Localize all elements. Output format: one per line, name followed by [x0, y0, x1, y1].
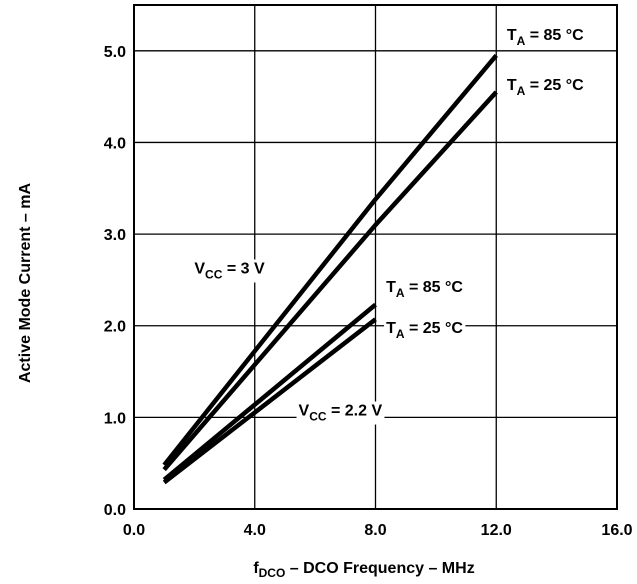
annotation-main: T	[386, 279, 396, 296]
x-tick-label: 4.0	[244, 522, 266, 539]
series-line-4	[162, 317, 377, 485]
annotation-main: T	[507, 27, 517, 44]
annotation-main: T	[386, 320, 396, 337]
y-tick-label: 0.0	[104, 502, 126, 519]
x-tick-label: 16.0	[601, 522, 632, 539]
annotation-label-6: VCC = 2.2 V	[299, 403, 383, 424]
annotation-sub: A	[396, 327, 405, 341]
annotation-rest: = 85 °C	[405, 279, 464, 296]
annotation-sub: A	[517, 34, 526, 48]
plot-frame	[133, 4, 618, 510]
annotation-background	[504, 25, 587, 49]
x-tick-labels: 0.0 4.0 8.0 12.0 16.0	[123, 522, 633, 539]
annotation-main: T	[507, 77, 517, 94]
annotation-main: V	[299, 403, 310, 420]
y-tick-label: 3.0	[104, 227, 126, 244]
x-axis-title-rest: – DCO Frequency – MHz	[285, 560, 474, 577]
annotation-background	[504, 76, 587, 100]
x-tick-label: 12.0	[481, 522, 512, 539]
annotation-label-4: TA = 85 °C	[386, 279, 463, 300]
x-axis-title-main: f	[253, 560, 259, 577]
series-line-2	[162, 90, 498, 472]
annotation-rest: = 25 °C	[405, 320, 464, 337]
annotation-label-3: VCC = 3 V	[194, 260, 265, 281]
series-line-1	[162, 53, 498, 467]
x-axis-title-sub: DCO	[259, 566, 286, 580]
x-tick-label: 8.0	[364, 522, 386, 539]
annotation-rest: = 2.2 V	[327, 403, 383, 420]
annotation-label-1: TA = 85 °C	[507, 27, 584, 48]
annotation-background	[384, 319, 466, 343]
annotation-label-2: TA = 25 °C	[507, 77, 584, 98]
annotation-main: V	[194, 260, 205, 277]
annotation-sub: CC	[205, 267, 223, 281]
y-tick-labels: 0.0 1.0 2.0 3.0 4.0 5.0	[104, 44, 126, 519]
y-tick-label: 4.0	[104, 135, 126, 152]
annotation-background	[192, 259, 267, 283]
grid-lines	[134, 5, 617, 509]
annotation-rest: = 85 °C	[525, 27, 584, 44]
x-tick-label: 0.0	[123, 522, 145, 539]
annotation-rest: = 25 °C	[525, 77, 584, 94]
series-line-3	[162, 302, 377, 482]
annotation-sub: A	[396, 286, 405, 300]
y-tick-label: 1.0	[104, 410, 126, 427]
y-axis-title: Active Mode Current – mA	[17, 183, 34, 383]
x-axis-title: fDCO – DCO Frequency – MHz	[253, 560, 474, 580]
annotation-background	[296, 401, 385, 425]
annotation-sub: CC	[309, 410, 327, 424]
annotation-sub: A	[517, 84, 526, 98]
series-group	[162, 53, 498, 485]
annotation-background	[384, 277, 466, 301]
annotation-label-5: TA = 25 °C	[386, 320, 463, 341]
annotation-rest: = 3 V	[222, 260, 265, 277]
y-tick-label: 5.0	[104, 44, 126, 61]
y-tick-label: 2.0	[104, 319, 126, 336]
